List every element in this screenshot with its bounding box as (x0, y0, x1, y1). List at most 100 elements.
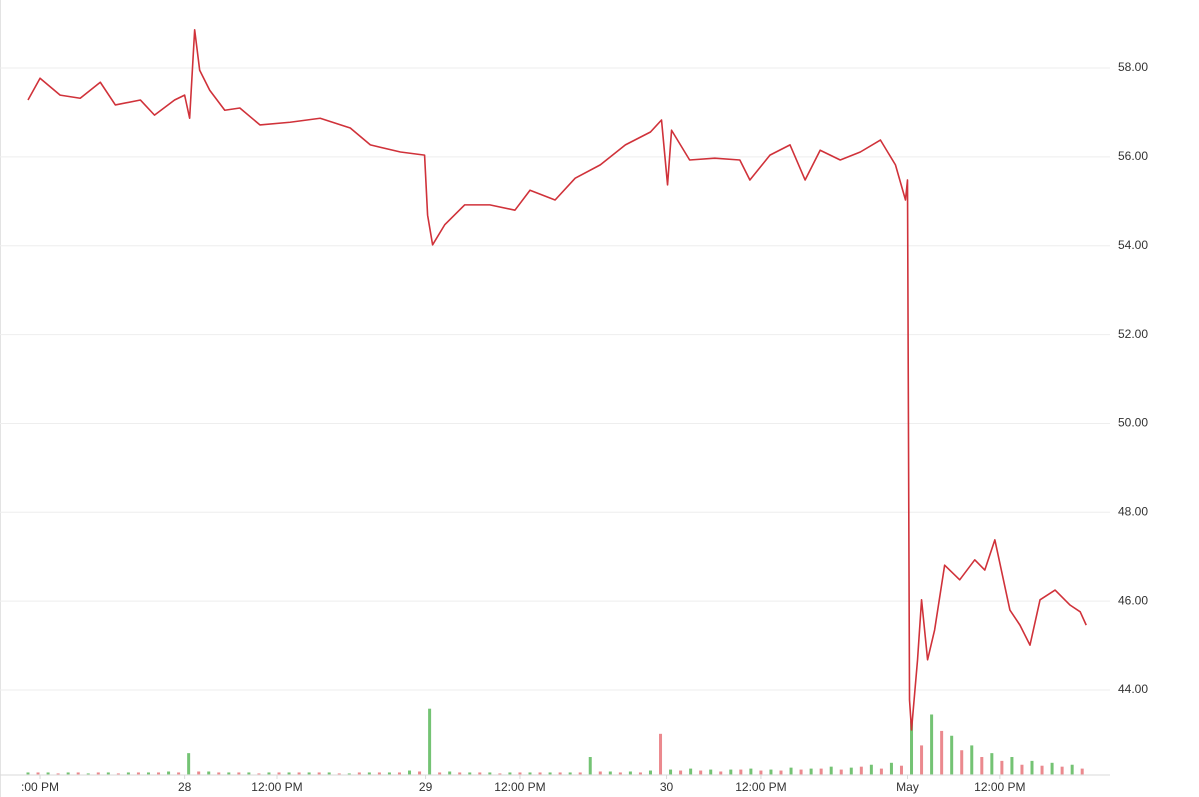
volume-bar (1060, 766, 1064, 775)
x-tick-label: May (896, 780, 919, 794)
volume-bar (508, 772, 512, 775)
volume-bar (960, 750, 964, 775)
volume-bar (86, 773, 90, 775)
volume-bar (749, 768, 753, 775)
volume-bar (367, 772, 371, 775)
volume-bar (197, 771, 201, 775)
volume-bar (889, 762, 893, 775)
volume-bar (418, 771, 422, 775)
volume-bar (1050, 762, 1054, 775)
x-tick-label: 12:00 PM (974, 780, 1025, 794)
volume-bar (36, 772, 40, 775)
volume-bar (799, 769, 803, 775)
y-tick-label: 46.00 (1118, 593, 1148, 607)
volume-bar (970, 745, 974, 775)
volume-bar (869, 764, 873, 775)
volume-bar (458, 772, 462, 775)
volume-bar (1020, 764, 1024, 775)
volume-bar (46, 772, 50, 775)
volume-bar (207, 771, 211, 775)
volume-bar (56, 773, 60, 775)
volume-bar (126, 772, 130, 775)
volume-bar (628, 771, 632, 775)
y-tick-label: 54.00 (1118, 238, 1148, 252)
volume-bar (789, 767, 793, 775)
volume-bar (759, 770, 763, 775)
volume-bar (26, 772, 30, 775)
x-tick-label: 29 (419, 780, 433, 794)
x-tick-label: 12:00 PM (251, 780, 302, 794)
volume-bar (448, 771, 452, 775)
y-tick-label: 50.00 (1118, 416, 1148, 430)
volume-bar (347, 773, 351, 775)
volume-bar (267, 772, 271, 775)
y-tick-label: 56.00 (1118, 149, 1148, 163)
volume-bar (337, 773, 341, 775)
volume-bar (247, 772, 251, 775)
volume-bar (498, 773, 502, 775)
volume-bar (1030, 760, 1034, 775)
volume-bar (598, 771, 602, 775)
volume-bar (177, 772, 181, 775)
volume-bar (478, 772, 482, 775)
volume-bar (739, 769, 743, 775)
volume-bar (157, 772, 161, 775)
volume-bar (357, 772, 361, 775)
volume-bar (528, 772, 532, 775)
volume-bar (940, 730, 944, 775)
volume-bar (377, 772, 381, 775)
x-tick-label: 12:00 PM (494, 780, 545, 794)
volume-bar (167, 771, 171, 775)
volume-bar (116, 773, 120, 775)
volume-bar (910, 721, 914, 775)
volume-bar (879, 768, 883, 775)
volume-bar (1080, 768, 1084, 775)
volume-bar (1010, 757, 1014, 775)
volume-bar (327, 772, 331, 775)
volume-bar (608, 771, 612, 775)
volume-bar (829, 766, 833, 775)
volume-bar (558, 772, 562, 775)
volume-bar (227, 772, 231, 775)
volume-bar (729, 769, 733, 775)
volume-bar (990, 753, 994, 775)
volume-bar (769, 769, 773, 775)
volume-bar (809, 768, 813, 775)
volume-bar (438, 772, 442, 775)
volume-bar (287, 772, 291, 775)
volume-bar (317, 772, 321, 775)
volume-bar (277, 772, 281, 775)
volume-bar (638, 772, 642, 775)
x-tick-label: 28 (178, 780, 192, 794)
x-tick-label: :00 PM (21, 780, 59, 794)
volume-bar (1000, 760, 1004, 775)
volume-bar (307, 772, 311, 775)
volume-bar (217, 772, 221, 775)
y-tick-label: 44.00 (1118, 682, 1148, 696)
volume-bar (397, 772, 401, 775)
volume-bar (237, 772, 241, 775)
volume-bar (468, 772, 472, 775)
volume-bar (950, 735, 954, 775)
volume-bar (408, 770, 412, 775)
volume-bar (1040, 765, 1044, 775)
volume-bar (920, 745, 924, 775)
volume-bar (568, 772, 572, 775)
volume-bar (578, 772, 582, 775)
volume-bar (779, 770, 783, 775)
volume-bar (518, 772, 522, 775)
volume-bar (297, 772, 301, 775)
volume-bar (146, 772, 150, 775)
volume-bar (669, 769, 673, 775)
volume-bar (819, 768, 823, 775)
volume-bar (659, 733, 663, 775)
volume-bar (257, 773, 261, 775)
volume-bar (709, 769, 713, 775)
volume-bar (76, 772, 80, 775)
volume-bar (980, 757, 984, 775)
volume-bar (548, 772, 552, 775)
volume-bar (588, 757, 592, 775)
volume-bar (488, 772, 492, 775)
volume-bar (538, 772, 542, 775)
